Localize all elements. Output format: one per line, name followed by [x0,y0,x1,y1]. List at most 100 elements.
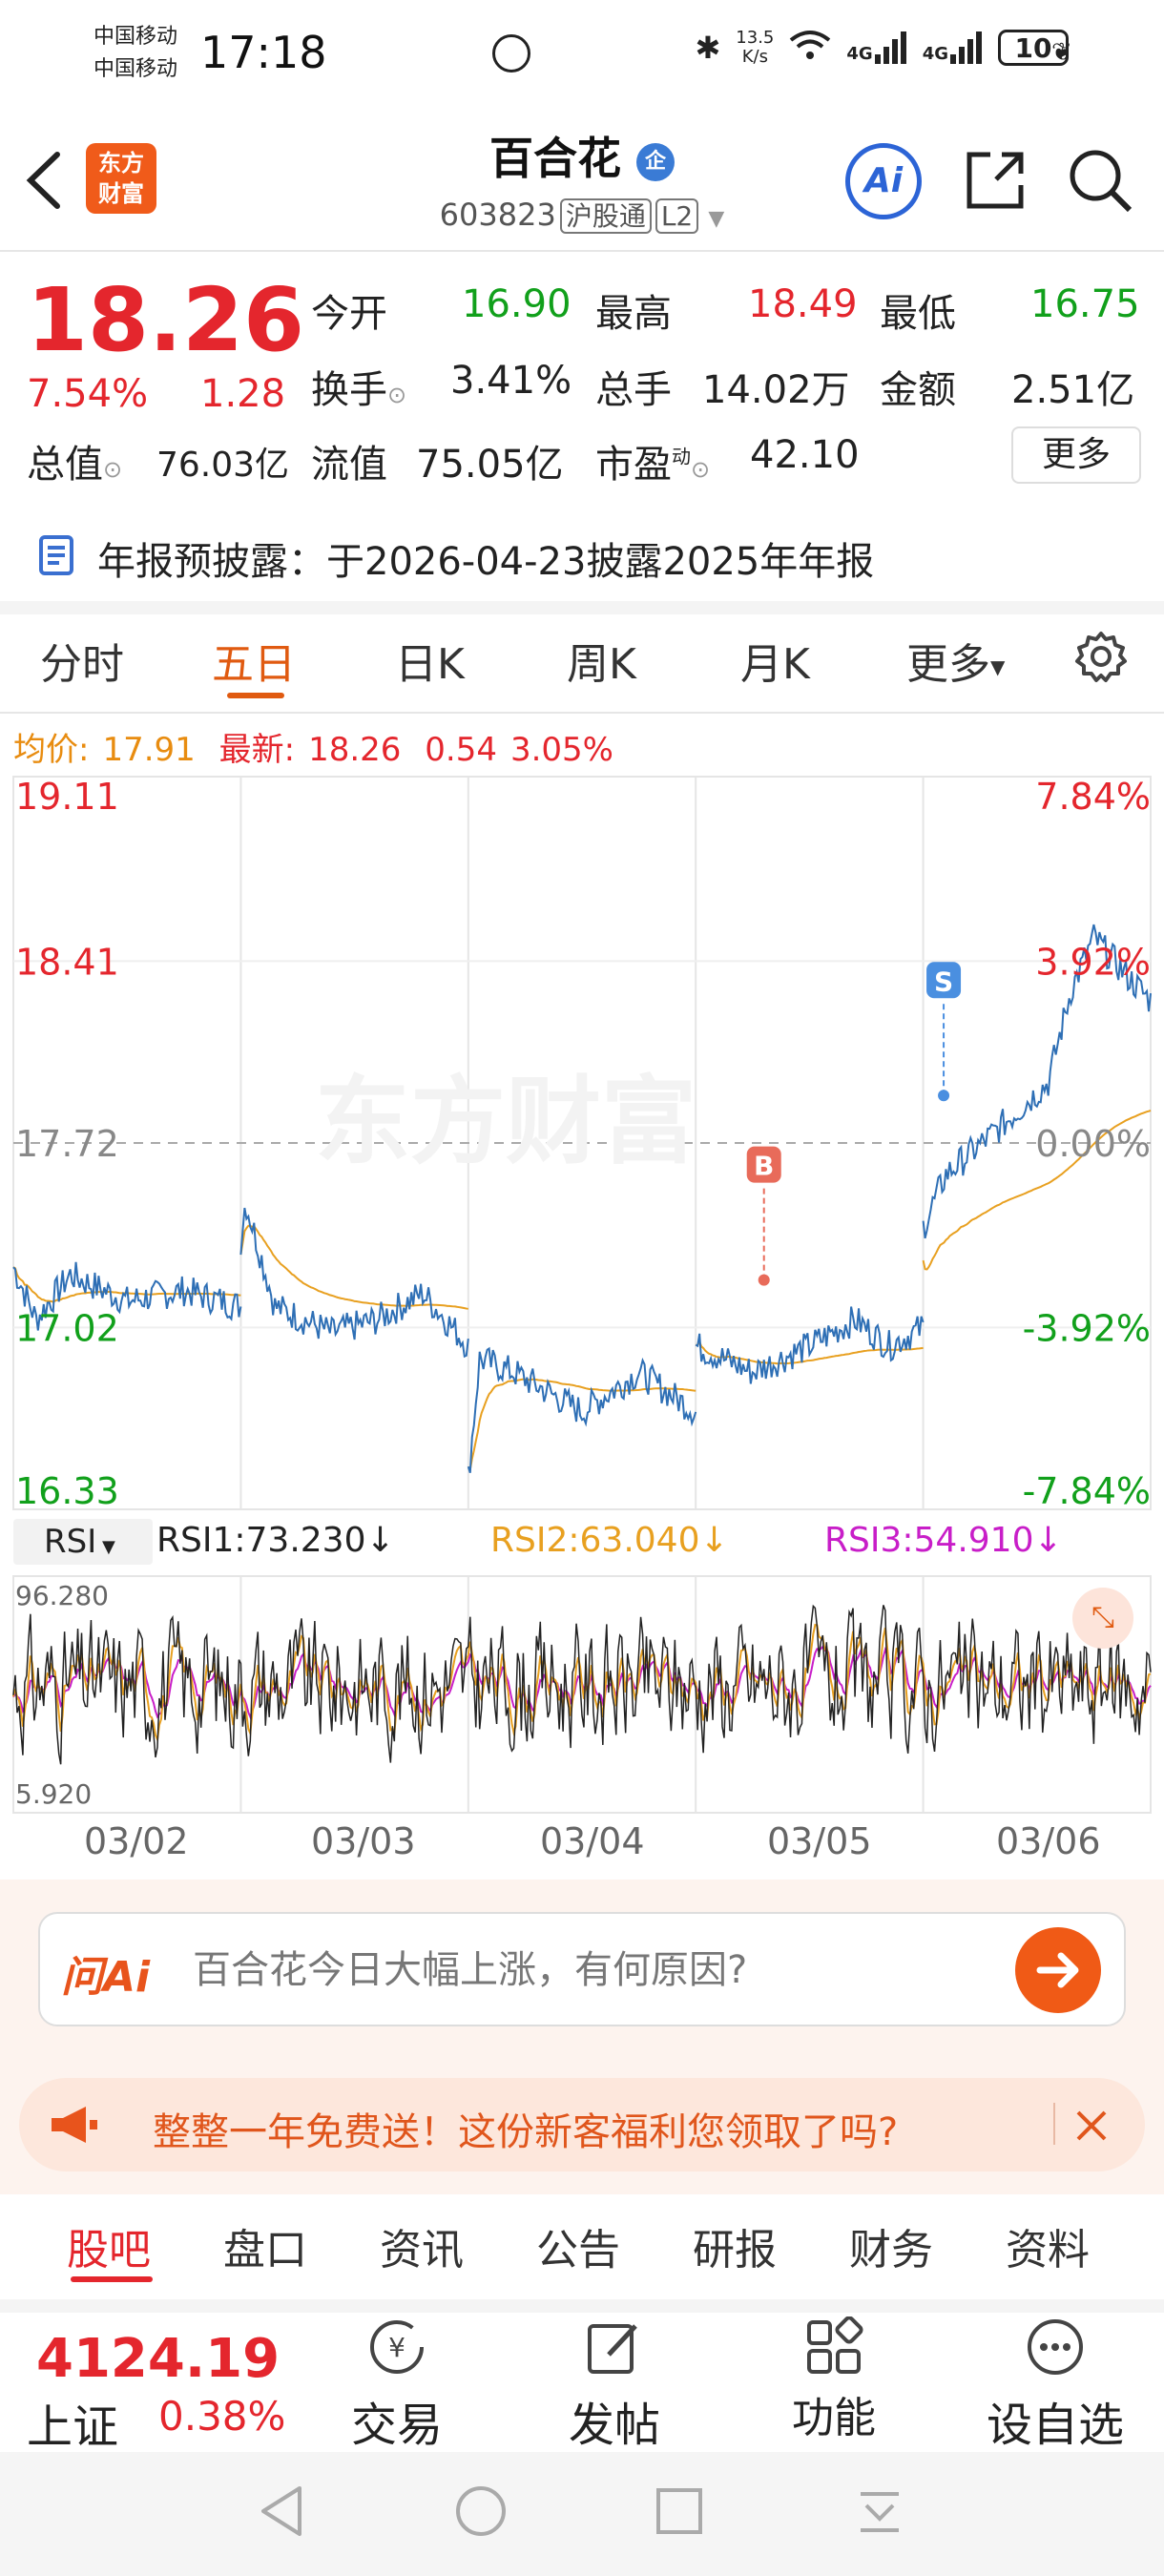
yuan-icon: ¥ [370,2320,424,2374]
y-axis-label: 17.02 [15,1307,119,1349]
avg-price-line [922,1110,1152,1271]
bottom-gap [0,2299,1164,2313]
volume-value: 14.02万 [702,368,850,412]
pe-value: 42.10 [750,433,860,477]
y-axis-label: 18.41 [15,941,119,983]
nav-menu-icon[interactable] [855,2486,904,2540]
post-button[interactable]: 发帖 [557,2316,672,2454]
expand-icon[interactable]: ⤡ [1072,1588,1133,1649]
tab-weekly-k[interactable]: 周K [567,640,636,689]
alarm-icon [492,34,530,73]
tab-research[interactable]: 研报 [693,2226,777,2275]
stock-code: 603823 沪股通 L2 ▼ [439,197,725,234]
price-line [239,1207,469,1359]
last-price: 18.26 [27,269,305,371]
ask-ai-input[interactable] [38,1912,1126,2026]
share-icon[interactable] [962,147,1029,218]
close-icon[interactable] [1072,2107,1111,2149]
tab-intraday[interactable]: 分时 [40,640,124,689]
volume-label: 总手 [595,368,672,412]
report-notice[interactable]: 年报预披露：于2026-04-23披露2025年年报 [97,540,875,584]
stock-name: 百合花 企 [0,124,1164,187]
tab-news[interactable]: 资讯 [380,2226,464,2275]
system-nav-bar [0,2452,1164,2576]
active-tab-indicator [227,693,284,698]
rsi-chart[interactable] [0,1574,1164,1817]
change-pct: 7.54% [27,372,149,416]
functions-button[interactable]: 功能 [777,2316,891,2444]
amount-label: 金额 [880,368,956,412]
status-icons: ✱ 13.5 K/s 4G 4G 10 [695,29,1069,67]
price-line [12,1261,242,1331]
notice-icon [38,534,74,580]
search-icon[interactable] [1067,147,1133,218]
y-axis-pct-label: -3.92% [1023,1307,1151,1349]
date-label-3: 03/04 [540,1820,645,1862]
price-line [922,924,1152,1239]
tab-announcements[interactable]: 公告 [536,2226,620,2275]
y-axis-label: 16.33 [15,1470,119,1512]
amount-value: 2.51亿 [1011,368,1135,412]
low-label: 最低 [880,292,956,336]
tab-daily-k[interactable]: 日K [395,640,465,689]
back-button[interactable] [25,151,63,214]
tab-monthly-k[interactable]: 月K [740,640,810,689]
tab-financials[interactable]: 财务 [849,2226,933,2275]
carrier-info: 中国移动 中国移动 [94,25,178,81]
promo-divider [1053,2103,1055,2145]
y-axis-label: 19.11 [15,776,119,818]
avg-price-line [467,1378,696,1473]
nav-home-icon[interactable] [454,2484,508,2542]
index-name[interactable]: 上证 [27,2400,119,2454]
date-label-4: 03/05 [767,1820,872,1862]
promo-banner[interactable] [19,2078,1145,2171]
dropdown-icon[interactable]: ▼ [708,207,725,231]
trade-button[interactable]: ¥ 交易 [340,2316,454,2454]
more-dots-icon [1028,2319,1083,2375]
turnover-label: 换手⊙ [311,368,407,412]
leaf-icon: ❦ [1051,38,1072,67]
tab-guba[interactable]: 股吧 [67,2226,151,2275]
trade-marker-dot [938,1090,950,1102]
watermark: 东方财富 [315,1066,696,1177]
nav-recents-icon[interactable] [655,2486,704,2540]
price-line [467,1346,697,1474]
trade-marker-badge [926,962,962,999]
settings-icon[interactable] [1074,630,1128,687]
header-divider [0,250,1164,252]
tab-pankou[interactable]: 盘口 [223,2226,307,2275]
trade-marker-b: B [754,1151,774,1182]
date-label-1: 03/02 [84,1820,189,1862]
more-button[interactable]: 更多 [1011,426,1141,484]
tab-five-day[interactable]: 五日 [212,640,296,689]
indicator-select[interactable]: RSI ▼ [13,1519,153,1565]
add-watchlist-button[interactable]: 设自选 [969,2316,1141,2454]
mcap-value: 76.03亿 [156,446,290,485]
float-label: 流值 [311,443,387,487]
rsi2-line [12,1623,1152,1743]
ai-button[interactable]: Ai [845,143,922,219]
price-chart[interactable]: 东方财富 B S 19.11 7.84% 18.41 3.92% 17.72 0.00% 17.0… [0,773,1164,1512]
promo-text[interactable]: 整整一年免费送！这份新客福利您领取了吗? [153,2110,899,2154]
app-logo: 东方 财富 [86,143,156,214]
ask-submit-button[interactable] [1015,1927,1101,2013]
ask-ai-text[interactable]: 百合花今日大幅上涨，有何原因? [193,1948,748,1992]
trade-marker-badge [746,1146,781,1183]
edit-icon [588,2324,637,2374]
float-value: 75.05亿 [416,443,564,487]
level-tag[interactable]: L2 [655,198,699,234]
grid-icon [807,2316,863,2374]
signal-icon-1: 4G [846,31,906,64]
rsi3-value: RSI3:54.910↓ [824,1521,1063,1560]
mcap-label: 总值⊙ [27,443,123,487]
bottom-tab-indicator [71,2276,153,2282]
index-value[interactable]: 4124.19 [36,2328,281,2390]
nav-back-icon[interactable] [258,2484,305,2542]
rsi2-value: RSI2:63.040↓ [490,1521,729,1560]
tab-more[interactable]: 更多▼ [906,640,1006,689]
battery-icon: 10 [998,30,1069,66]
change-amt: 1.28 [200,372,286,416]
rsi1-value: RSI1:73.230↓ [156,1521,395,1560]
y-axis-pct-label: 3.92% [1035,941,1151,983]
tab-profile[interactable]: 资料 [1006,2226,1090,2275]
